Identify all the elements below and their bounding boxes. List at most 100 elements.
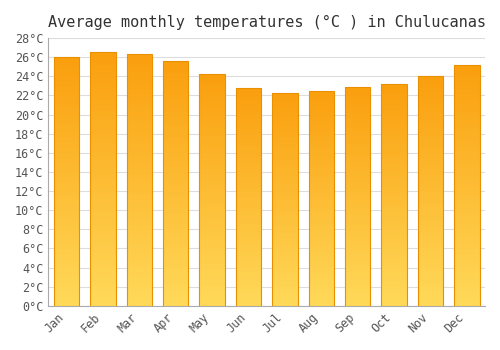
Bar — [272, 131, 297, 133]
Bar — [126, 162, 152, 165]
Bar — [163, 281, 188, 284]
Bar — [418, 97, 443, 99]
Bar — [382, 150, 407, 153]
Bar — [200, 172, 225, 174]
Bar — [308, 244, 334, 246]
Bar — [200, 153, 225, 155]
Bar — [308, 155, 334, 158]
Bar — [236, 129, 261, 132]
Bar — [382, 259, 407, 261]
Bar — [126, 245, 152, 248]
Bar — [90, 177, 116, 179]
Bar — [54, 119, 80, 122]
Bar — [382, 299, 407, 301]
Bar — [54, 244, 80, 246]
Bar — [345, 150, 370, 153]
Bar — [200, 158, 225, 160]
Bar — [454, 236, 479, 238]
Bar — [418, 134, 443, 136]
Bar — [308, 134, 334, 136]
Bar — [418, 85, 443, 88]
Bar — [272, 199, 297, 201]
Bar — [345, 258, 370, 260]
Bar — [454, 132, 479, 135]
Bar — [382, 297, 407, 299]
Bar — [200, 86, 225, 88]
Bar — [90, 286, 116, 288]
Bar — [236, 147, 261, 149]
Bar — [200, 114, 225, 116]
Bar — [272, 289, 297, 291]
Bar — [126, 273, 152, 276]
Bar — [382, 175, 407, 177]
Bar — [272, 154, 297, 156]
Bar — [454, 145, 479, 147]
Bar — [272, 189, 297, 191]
Bar — [236, 219, 261, 221]
Bar — [163, 137, 188, 139]
Bar — [236, 120, 261, 123]
Bar — [163, 147, 188, 149]
Bar — [272, 261, 297, 263]
Bar — [382, 237, 407, 239]
Bar — [454, 111, 479, 113]
Bar — [345, 245, 370, 247]
Bar — [54, 110, 80, 112]
Bar — [126, 291, 152, 293]
Bar — [54, 276, 80, 279]
Bar — [126, 97, 152, 100]
Bar — [90, 85, 116, 88]
Bar — [308, 207, 334, 209]
Bar — [345, 142, 370, 144]
Bar — [90, 174, 116, 177]
Bar — [54, 92, 80, 94]
Bar — [54, 114, 80, 117]
Bar — [382, 244, 407, 246]
Bar — [90, 141, 116, 144]
Bar — [382, 303, 407, 306]
Bar — [90, 156, 116, 159]
Bar — [54, 65, 80, 67]
Bar — [418, 88, 443, 90]
Bar — [418, 168, 443, 170]
Bar — [382, 286, 407, 288]
Bar — [382, 193, 407, 195]
Bar — [163, 93, 188, 95]
Bar — [382, 255, 407, 257]
Bar — [272, 267, 297, 270]
Bar — [345, 210, 370, 212]
Bar — [345, 89, 370, 91]
Bar — [308, 231, 334, 233]
Bar — [418, 241, 443, 244]
Bar — [90, 179, 116, 182]
Bar — [236, 155, 261, 158]
Bar — [200, 125, 225, 128]
Bar — [200, 216, 225, 218]
Bar — [126, 193, 152, 195]
Bar — [236, 293, 261, 295]
Bar — [54, 251, 80, 254]
Bar — [272, 203, 297, 205]
Bar — [163, 291, 188, 294]
Bar — [272, 297, 297, 300]
Bar — [382, 139, 407, 142]
Bar — [418, 301, 443, 303]
Bar — [345, 137, 370, 139]
Bar — [54, 264, 80, 266]
Bar — [163, 294, 188, 296]
Bar — [163, 286, 188, 289]
Bar — [163, 213, 188, 215]
Bar — [382, 241, 407, 244]
Bar — [345, 301, 370, 304]
Bar — [418, 145, 443, 147]
Bar — [308, 293, 334, 295]
Bar — [272, 144, 297, 146]
Bar — [345, 179, 370, 181]
Bar — [54, 199, 80, 202]
Bar — [236, 245, 261, 247]
Bar — [90, 207, 116, 210]
Bar — [418, 76, 443, 306]
Bar — [418, 221, 443, 223]
Bar — [382, 84, 407, 86]
Bar — [163, 83, 188, 85]
